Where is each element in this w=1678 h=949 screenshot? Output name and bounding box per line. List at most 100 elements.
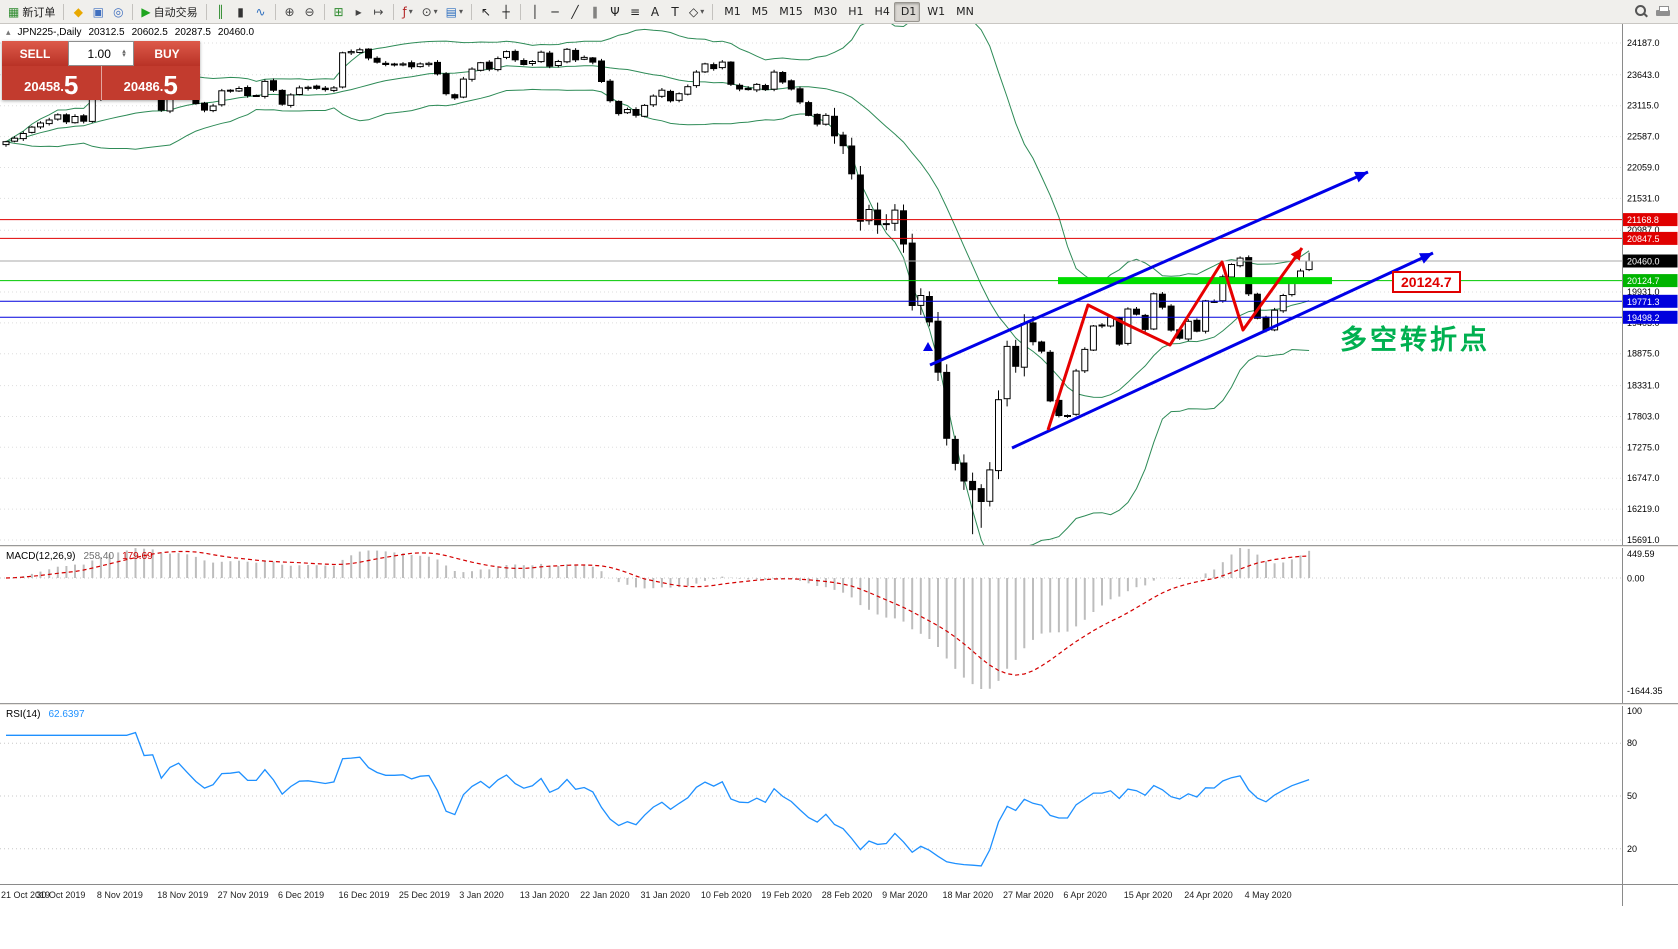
buy-price[interactable]: 20486. 5 (102, 66, 201, 100)
macd-histogram (13, 548, 1311, 689)
timeframe-m15-button[interactable]: M15 (772, 2, 807, 22)
date-label: 27 Mar 2020 (1002, 890, 1054, 900)
date-label: 27 Nov 2019 (217, 890, 269, 900)
crosshair-button[interactable]: ┼ (496, 2, 516, 22)
level-lines[interactable] (0, 219, 1622, 318)
text-button[interactable]: A (645, 2, 665, 22)
svg-text:16747.0: 16747.0 (1627, 473, 1660, 483)
text-label-button[interactable]: T (665, 2, 685, 22)
timeframe-h1-button[interactable]: H1 (841, 2, 867, 22)
timeframe-m15-button-label: M15 (779, 5, 803, 18)
market-watch-button[interactable]: ▣ (88, 2, 108, 22)
text-icon: A (650, 4, 660, 19)
trend-arrow-lower[interactable] (1011, 251, 1434, 450)
trendline-button[interactable]: ╱ (565, 2, 585, 22)
date-label: 6 Apr 2020 (1063, 890, 1107, 900)
sell-price[interactable]: 20458. 5 (2, 66, 102, 100)
macd-label-row: MACD(12,26,9) 258.40 179.69 (6, 551, 153, 562)
zoom-in-button[interactable]: ⊕ (280, 2, 300, 22)
toolbar-separator (205, 3, 207, 20)
resistance-line-lower-label (1622, 231, 1678, 245)
arrows-button[interactable]: ◇ ▾ (685, 2, 708, 22)
channel-button[interactable]: ∥ (585, 2, 605, 22)
stepper-down-icon[interactable]: ▾ (122, 51, 126, 59)
play-icon: ▶ (141, 4, 151, 19)
horizontal-line-button[interactable]: ─ (545, 2, 565, 22)
time-axis[interactable]: 21 Oct 2019 30 Oct 2019 8 Nov 2019 18 Nov 2… (0, 884, 1678, 906)
price-scale[interactable]: 24187.0 23643.0 23115.0 22587.0 22059.0 21531… (1622, 38, 1678, 545)
timeframe-m30-button[interactable]: M30 (807, 2, 842, 22)
metaquotes-button[interactable]: ◆ (68, 2, 88, 22)
timeframe-m1-button[interactable]: M1 (717, 2, 745, 22)
pitchfork-icon: Ψ (610, 4, 620, 19)
timeframe-h4-button[interactable]: H4 (868, 2, 894, 22)
periods-button[interactable]: ⊙ ▾ (418, 2, 442, 22)
macd-chart: 449.59 0.00 -1644.35 (0, 548, 1663, 696)
svg-text:17275.0: 17275.0 (1627, 442, 1660, 452)
trendline-icon: ╱ (571, 4, 579, 19)
line-chart-button[interactable]: ∿ (251, 2, 271, 22)
timeframe-w1-button-label: W1 (927, 5, 946, 18)
trend-arrow-upper[interactable] (929, 170, 1369, 367)
crosshair-icon: ┼ (502, 4, 510, 19)
bar-chart-button[interactable]: ║ (211, 2, 231, 22)
fibonacci-button[interactable]: ≡ (625, 2, 645, 22)
price-level-callout[interactable]: 20124.7 (1392, 271, 1461, 293)
rsi-scale[interactable]: 100 80 50 20 (1627, 706, 1642, 854)
close-value: 20460.0 (217, 27, 255, 38)
turning-point-annotation[interactable]: 多空转折点 (1340, 325, 1490, 355)
candlestick-chart-button[interactable]: ▮ (231, 2, 251, 22)
zoom-out-button[interactable]: ⊖ (300, 2, 320, 22)
chart-grid (0, 42, 1622, 541)
macd-panel[interactable]: 449.59 0.00 -1644.35 MACD(12,26,9) 258.40 … (0, 548, 1678, 703)
panel-separator[interactable] (0, 703, 1678, 706)
timeframe-mn-button[interactable]: MN (949, 2, 978, 22)
macd-name: MACD(12,26,9) (6, 551, 76, 562)
templates-button[interactable]: ▤ ▾ (442, 2, 467, 22)
symbol-ohlc-bar: ▴ JPN225-,Daily 20312.5 20602.5 20287.5 … (6, 27, 254, 38)
chart-shift-button[interactable]: ↦ (369, 2, 389, 22)
vertical-line-button[interactable]: │ (525, 2, 545, 22)
andrews-pitchfork-button[interactable]: Ψ (605, 2, 625, 22)
auto-trading-button[interactable]: ▶ 自动交易 (137, 2, 201, 22)
svg-text:18331.0: 18331.0 (1627, 381, 1660, 391)
indicators-button[interactable]: ƒ ▾ (398, 2, 418, 22)
cursor-button[interactable]: ↖ (476, 2, 496, 22)
rsi-name: RSI(14) (6, 709, 41, 720)
chevron-down-icon: ▾ (459, 7, 464, 16)
timeframe-m1-button-label: M1 (724, 5, 741, 18)
sell-button[interactable]: SELL (2, 41, 68, 66)
price-chart[interactable]: 24187.0 23643.0 23115.0 22587.0 22059.0 21531… (0, 24, 1678, 545)
trendline-anchor-marker[interactable] (923, 342, 933, 351)
macd-scale[interactable]: 449.59 0.00 -1644.35 (1627, 549, 1663, 696)
svg-text:24187.0: 24187.0 (1627, 38, 1660, 48)
tile-windows-button[interactable]: ⊞ (329, 2, 349, 22)
template-icon: ▤ (445, 4, 457, 19)
svg-text:100: 100 (1627, 706, 1642, 716)
date-label: 9 Mar 2020 (882, 890, 928, 900)
print-button[interactable] (1652, 2, 1674, 22)
auto-scroll-button[interactable]: ▸ (349, 2, 369, 22)
svg-text:22587.0: 22587.0 (1627, 132, 1660, 142)
timeframe-m5-button[interactable]: M5 (745, 2, 773, 22)
panel-separator[interactable] (0, 545, 1678, 548)
search-button[interactable] (1631, 2, 1652, 22)
timeframe-w1-button[interactable]: W1 (920, 2, 949, 22)
date-label: 4 May 2020 (1244, 890, 1292, 900)
price-scale-divider (1622, 24, 1623, 906)
volume-input[interactable] (76, 45, 123, 62)
current-price-line-label (1622, 254, 1678, 268)
rsi-panel[interactable]: 100 80 50 20 RSI(14) 62.6397 (0, 706, 1678, 884)
timeframe-d1-button[interactable]: D1 (893, 1, 921, 22)
support-button[interactable]: ◎ (108, 2, 128, 22)
buy-button[interactable]: BUY (134, 41, 200, 66)
new-order-button[interactable]: ▦ 新订单 (4, 2, 59, 22)
main-chart-panel[interactable]: 24187.0 23643.0 23115.0 22587.0 22059.0 21531… (0, 24, 1678, 545)
svg-text:16219.0: 16219.0 (1627, 504, 1660, 514)
high-value: 20602.5 (131, 27, 168, 38)
support-line-lower-label (1622, 310, 1678, 324)
stepper-up-icon[interactable]: ▴ (122, 47, 126, 55)
zigzag-annotation[interactable] (1046, 247, 1304, 431)
chart-icon: ▴ (6, 27, 11, 37)
